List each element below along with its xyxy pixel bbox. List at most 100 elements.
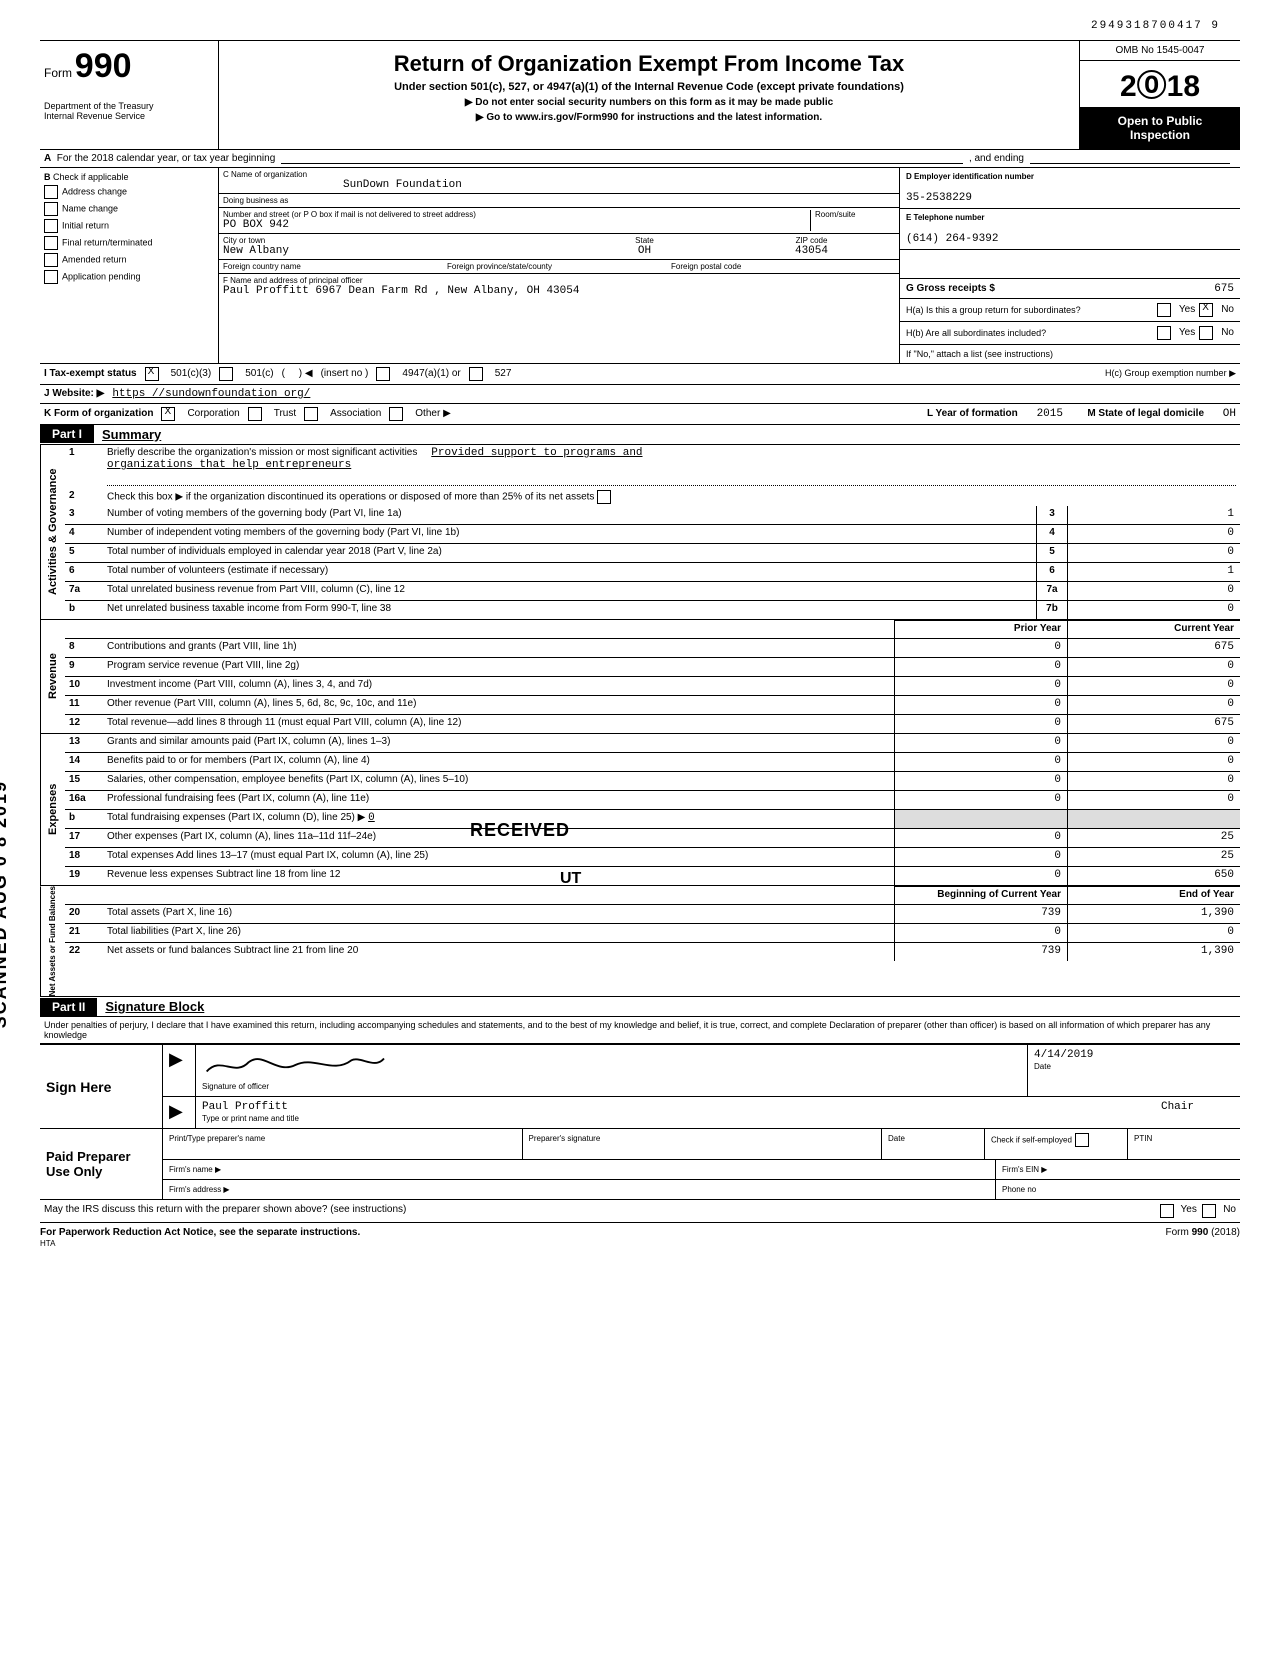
L-val[interactable]: 2015	[1037, 408, 1063, 420]
b22[interactable]: 739	[894, 943, 1067, 961]
p12[interactable]: 0	[894, 715, 1067, 733]
c10[interactable]: 0	[1067, 677, 1240, 695]
hb-lbl: H(b) Are all subordinates included?	[906, 328, 1153, 338]
year-end-field[interactable]	[1030, 153, 1230, 164]
l16b: Total fundraising expenses (Part IX, col…	[107, 812, 365, 823]
l9: Program service revenue (Part VIII, line…	[103, 658, 894, 676]
c19[interactable]: 650	[1067, 867, 1240, 885]
b21[interactable]: 0	[894, 924, 1067, 942]
v7b[interactable]: 0	[1067, 601, 1240, 619]
c18[interactable]: 25	[1067, 848, 1240, 866]
c16a[interactable]: 0	[1067, 791, 1240, 809]
p19[interactable]: 0	[894, 867, 1067, 885]
l11: Other revenue (Part VIII, column (A), li…	[103, 696, 894, 714]
line-16a: 16aProfessional fundraising fees (Part I…	[65, 791, 1240, 810]
tel-val[interactable]: (614) 264-9392	[906, 233, 998, 245]
sig-date[interactable]: 4/14/2019	[1034, 1049, 1234, 1061]
c-dba-row: Doing business as	[219, 194, 899, 208]
c15[interactable]: 0	[1067, 772, 1240, 790]
p11[interactable]: 0	[894, 696, 1067, 714]
c17[interactable]: 25	[1067, 829, 1240, 847]
v3[interactable]: 1	[1067, 506, 1240, 524]
p16a[interactable]: 0	[894, 791, 1067, 809]
l1-blank[interactable]	[107, 471, 1236, 486]
chk-other[interactable]	[389, 407, 403, 421]
c14[interactable]: 0	[1067, 753, 1240, 771]
state-val[interactable]: OH	[638, 245, 651, 257]
omb-number: OMB No 1545-0047	[1080, 41, 1240, 61]
gross-val[interactable]: 675	[1214, 283, 1234, 295]
room-lbl: Room/suite	[815, 210, 895, 219]
net-header: Beginning of Current Year End of Year	[65, 886, 1240, 905]
e21[interactable]: 0	[1067, 924, 1240, 942]
c11[interactable]: 0	[1067, 696, 1240, 714]
v7a[interactable]: 0	[1067, 582, 1240, 600]
year-begin-field[interactable]	[281, 153, 963, 164]
chk-application[interactable]: Application pending	[44, 270, 214, 284]
hb-yes[interactable]	[1157, 326, 1171, 340]
side-expenses: Expenses	[40, 734, 65, 885]
discuss-yes[interactable]	[1160, 1204, 1174, 1218]
p17[interactable]: 0	[894, 829, 1067, 847]
chk-trust[interactable]	[248, 407, 262, 421]
ein-val[interactable]: 35-2538229	[906, 192, 972, 204]
net-body: Beginning of Current Year End of Year 20…	[65, 886, 1240, 996]
p13[interactable]: 0	[894, 734, 1067, 752]
chk-4947[interactable]	[376, 367, 390, 381]
l12: Total revenue—add lines 8 through 11 (mu…	[103, 715, 894, 733]
b20[interactable]: 739	[894, 905, 1067, 923]
chk-name[interactable]: Name change	[44, 202, 214, 216]
c8[interactable]: 675	[1067, 639, 1240, 657]
type-name-lbl: Type or print name and title	[202, 1114, 299, 1123]
v6[interactable]: 1	[1067, 563, 1240, 581]
p15[interactable]: 0	[894, 772, 1067, 790]
officer-role[interactable]: Chair	[1161, 1101, 1194, 1113]
chk-527[interactable]	[469, 367, 483, 381]
e22[interactable]: 1,390	[1067, 943, 1240, 961]
chk-initial[interactable]: Initial return	[44, 219, 214, 233]
c13[interactable]: 0	[1067, 734, 1240, 752]
zip-val[interactable]: 43054	[795, 245, 828, 257]
f-val[interactable]: Paul Proffitt 6967 Dean Farm Rd , New Al…	[223, 285, 895, 297]
l2-chk[interactable]	[597, 490, 611, 504]
l1-val2[interactable]: organizations that help entrepreneurs	[107, 459, 1236, 471]
v4[interactable]: 0	[1067, 525, 1240, 543]
p8[interactable]: 0	[894, 639, 1067, 657]
e20[interactable]: 1,390	[1067, 905, 1240, 923]
form-warn: ▶ Do not enter social security numbers o…	[229, 97, 1069, 108]
M-val[interactable]: OH	[1223, 408, 1236, 420]
street-lbl: Number and street (or P O box if mail is…	[223, 210, 806, 219]
v5[interactable]: 0	[1067, 544, 1240, 562]
l1-val[interactable]: Provided support to programs and	[431, 447, 642, 459]
website[interactable]: https //sundownfoundation org/	[112, 388, 310, 400]
ha-yes[interactable]	[1157, 303, 1171, 317]
c12[interactable]: 675	[1067, 715, 1240, 733]
l21: Total liabilities (Part X, line 26)	[103, 924, 894, 942]
chk-assoc[interactable]	[304, 407, 318, 421]
org-name[interactable]: SunDown Foundation	[343, 179, 462, 191]
paid-prep-row: Paid Preparer Use Only Print/Type prepar…	[40, 1129, 1240, 1200]
c9[interactable]: 0	[1067, 658, 1240, 676]
discuss-no[interactable]	[1202, 1204, 1216, 1218]
d-gross: G Gross receipts $ 675	[900, 279, 1240, 299]
chk-amended[interactable]: Amended return	[44, 253, 214, 267]
l18: Total expenses Add lines 13–17 (must equ…	[103, 848, 894, 866]
chk-address[interactable]: Address change	[44, 185, 214, 199]
fc-lbl: Foreign country name	[223, 262, 447, 271]
prep-sig-lbl: Preparer's signature	[529, 1134, 601, 1143]
city-val[interactable]: New Albany	[223, 245, 289, 257]
p10[interactable]: 0	[894, 677, 1067, 695]
officer-name[interactable]: Paul Proffitt	[202, 1101, 288, 1113]
street-val[interactable]: PO BOX 942	[223, 219, 289, 231]
p9[interactable]: 0	[894, 658, 1067, 676]
chk-501c[interactable]	[219, 367, 233, 381]
chk-501c3[interactable]	[145, 367, 159, 381]
chk-final[interactable]: Final return/terminated	[44, 236, 214, 250]
p18[interactable]: 0	[894, 848, 1067, 866]
hb-no[interactable]	[1199, 326, 1213, 340]
chk-corp[interactable]	[161, 407, 175, 421]
chk-self-emp[interactable]	[1075, 1133, 1089, 1147]
ha-no[interactable]	[1199, 303, 1213, 317]
l16bv[interactable]: 0	[368, 812, 375, 824]
p14[interactable]: 0	[894, 753, 1067, 771]
